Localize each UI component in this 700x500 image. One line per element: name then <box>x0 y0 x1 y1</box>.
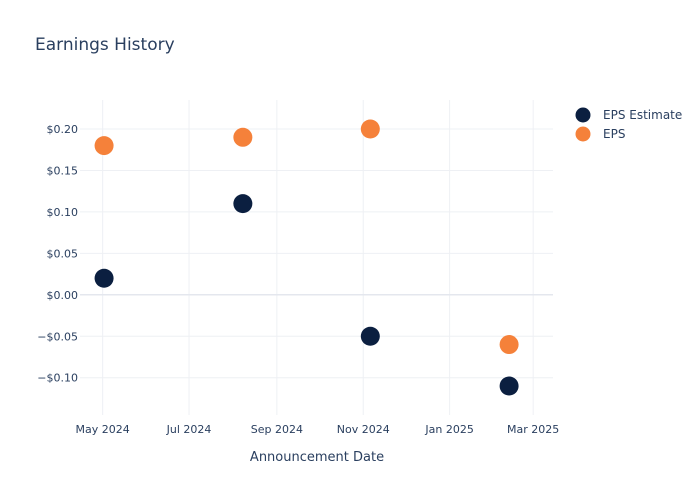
y-tick-label: $0.00 <box>47 289 79 302</box>
x-tick-label: Jul 2024 <box>166 423 212 436</box>
legend[interactable]: EPS Estimate EPS <box>575 107 683 142</box>
data-point[interactable] <box>233 127 253 147</box>
x-tick-label: Mar 2025 <box>507 423 559 436</box>
data-point[interactable] <box>499 335 519 355</box>
tick-layer: May 2024 Jul 2024 Sep 2024 Nov 2024 Jan 2025… <box>37 123 559 436</box>
data-point[interactable] <box>499 376 519 396</box>
data-point[interactable] <box>360 326 380 346</box>
legend-marker[interactable] <box>575 126 591 142</box>
y-tick-label: $0.20 <box>47 123 79 136</box>
data-point[interactable] <box>233 194 253 214</box>
data-point[interactable] <box>94 268 114 288</box>
chart-title: Earnings History <box>35 35 175 55</box>
y-tick-label: $0.15 <box>47 164 79 177</box>
y-tick-label: $0.10 <box>47 206 79 219</box>
grid-layer <box>80 100 553 415</box>
x-tick-label: Jan 2025 <box>424 423 473 436</box>
legend-marker[interactable] <box>575 107 591 123</box>
data-point[interactable] <box>94 136 114 156</box>
x-tick-label: May 2024 <box>76 423 130 436</box>
legend-label[interactable]: EPS <box>603 127 625 141</box>
y-tick-label: −$0.10 <box>37 372 78 385</box>
x-tick-label: Nov 2024 <box>337 423 390 436</box>
x-axis-title: Announcement Date <box>250 450 384 465</box>
point-layer <box>94 119 519 396</box>
legend-label[interactable]: EPS Estimate <box>603 108 682 122</box>
data-point[interactable] <box>360 119 380 139</box>
y-tick-label: −$0.05 <box>37 330 78 343</box>
x-tick-label: Sep 2024 <box>251 423 303 436</box>
y-tick-label: $0.05 <box>47 247 79 260</box>
